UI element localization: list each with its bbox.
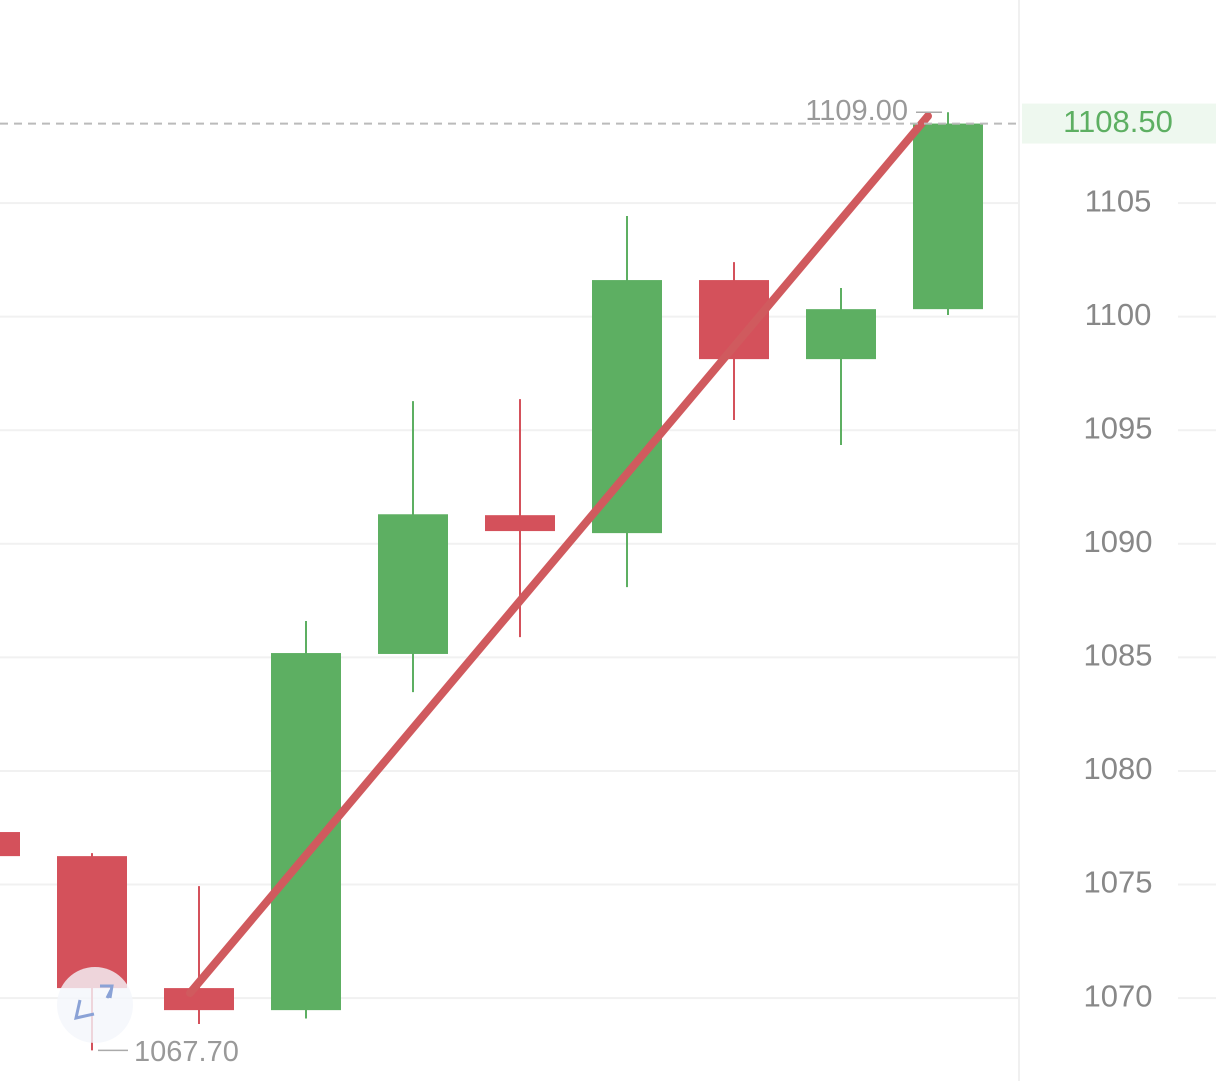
y-tick-label: 1100 [1085, 297, 1152, 332]
last-price-badge [1022, 103, 1216, 144]
candle-body [592, 280, 662, 534]
zoom-button-bg[interactable] [57, 967, 133, 1043]
y-tick-label: 1105 [1085, 183, 1152, 218]
y-tick-label: 1090 [1084, 524, 1153, 559]
max-label: 1109.00 [805, 95, 908, 127]
candle-body [485, 515, 555, 532]
y-tick-label: 1070 [1084, 978, 1153, 1013]
last-price-label: 1108.50 [1063, 104, 1173, 139]
candle-body [57, 856, 127, 989]
zoom-icon[interactable] [74, 984, 114, 1020]
y-tick-label: 1085 [1084, 638, 1153, 673]
trend-line [186, 112, 932, 997]
y-tick-label: 1075 [1084, 865, 1153, 900]
candle-body [378, 514, 448, 654]
y-tick-label: 1095 [1084, 410, 1153, 445]
candle-body [164, 988, 234, 1011]
min-label: 1067.70 [134, 1036, 239, 1068]
candle-body [806, 309, 876, 360]
candle-body [0, 832, 20, 857]
candle-body [913, 123, 983, 310]
y-tick-label: 1080 [1084, 751, 1153, 786]
